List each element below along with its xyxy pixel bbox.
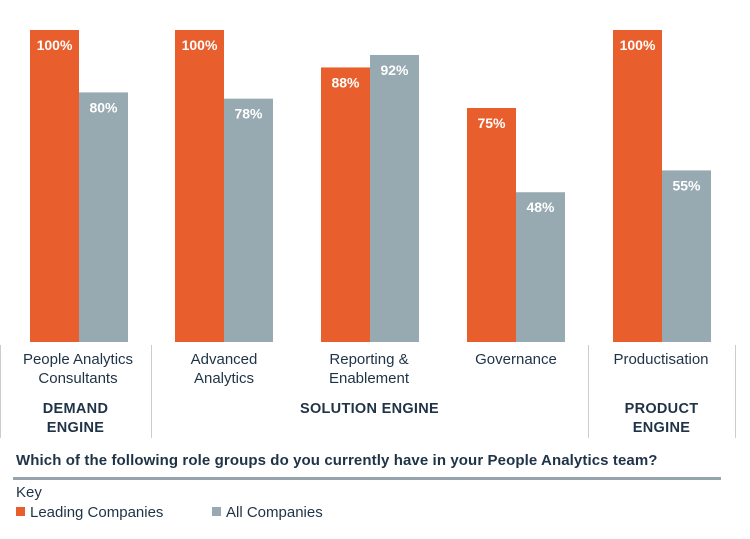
bar-leading-2 [321,67,370,342]
divider-solution-product [588,345,589,438]
category-label-line: Analytics [193,370,255,387]
legend-swatch-leading [16,507,25,516]
category-label-line: Governance [475,351,557,368]
bar-chart: 100% 80% 100% 78% 88% 92% 75% 48% 100% 55% [30,30,711,343]
data-label-leading-3: 75% [477,115,506,131]
data-label-leading-0: 100% [37,37,73,53]
data-label-all-3: 48% [526,199,555,215]
category-label-line: People Analytics [22,351,134,368]
category-label-line: Advanced [190,351,258,368]
category-label-0: People Analytics Consultants [6,350,150,388]
legend-title: Key [16,484,42,501]
category-label-line: Consultants [38,370,118,387]
legend-item-all-companies: All Companies [212,504,323,521]
bar-all-4 [662,170,711,342]
category-label-line: Productisation [613,351,709,368]
legend-swatch-all [212,507,221,516]
divider-rule [13,477,721,480]
data-label-leading-4: 100% [620,37,656,53]
data-label-all-4: 55% [672,177,701,193]
group-label-line: ENGINE [46,420,105,436]
divider-right-edge [735,345,736,438]
category-label-line: Reporting & [329,351,409,368]
legend-item-leading-companies: Leading Companies [16,504,163,521]
bar-leading-1 [175,30,224,342]
group-label-line: SOLUTION ENGINE [299,401,440,417]
data-label-all-1: 78% [234,106,263,122]
bar-leading-0 [30,30,79,342]
survey-question: Which of the following role groups do yo… [16,452,658,469]
group-label-line: ENGINE [632,420,691,436]
bar-leading-4 [613,30,662,342]
legend-label-leading: Leading Companies [30,504,164,521]
divider-left-edge [0,345,1,438]
bar-all-2 [370,54,419,343]
data-label-all-0: 80% [89,99,118,115]
category-label-line: Enablement [328,370,410,387]
group-label-line: DEMAND [42,401,109,417]
bar-all-1 [224,98,273,342]
category-label-4: Productisation [589,350,733,369]
group-label-2: PRODUCT ENGINE [588,400,735,438]
category-label-1: Advanced Analytics [152,350,296,388]
data-label-all-2: 92% [380,62,409,78]
category-label-2: Reporting & Enablement [297,350,441,388]
data-label-leading-2: 88% [331,74,360,90]
bar-all-3 [516,192,565,342]
group-label-0: DEMAND ENGINE [0,400,151,438]
group-label-1: SOLUTION ENGINE [151,400,588,419]
divider-demand-solution [151,345,152,438]
data-label-leading-1: 100% [182,37,218,53]
bar-all-0 [79,92,128,343]
category-label-3: Governance [444,350,588,369]
bar-leading-3 [467,108,516,342]
legend-label-all: All Companies [226,504,323,521]
group-label-line: PRODUCT [624,401,699,417]
